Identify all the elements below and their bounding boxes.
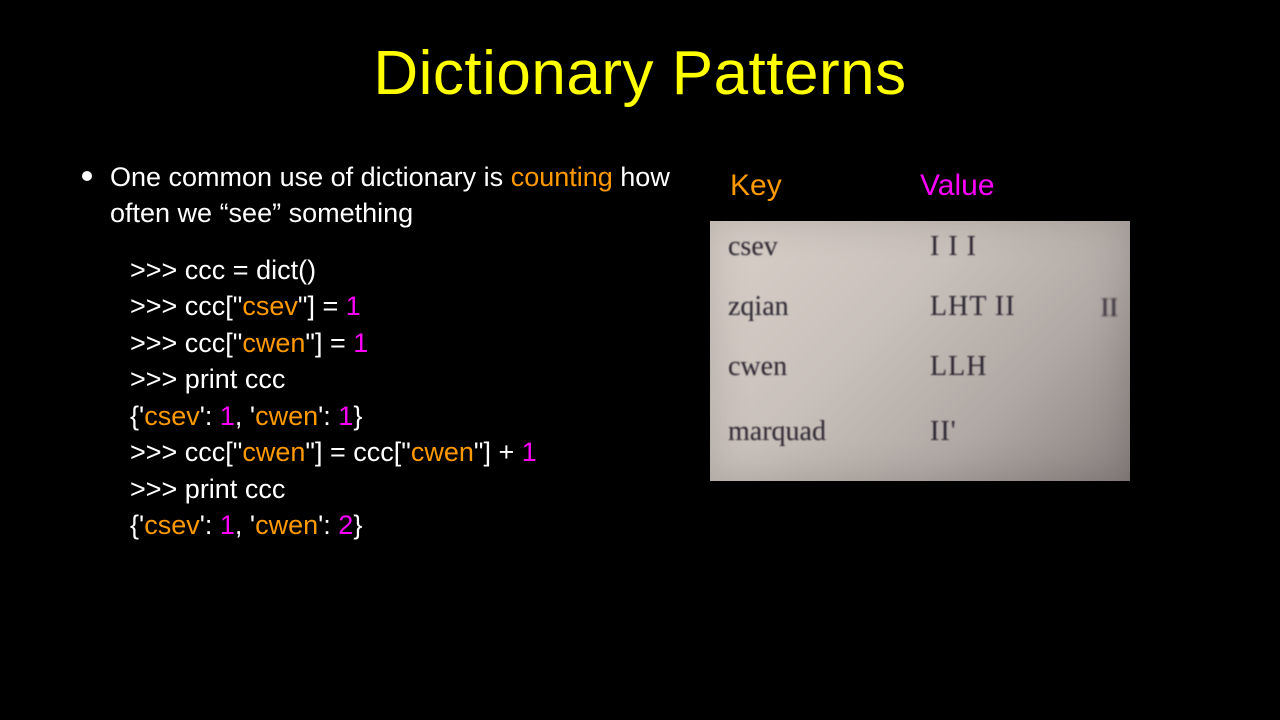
code-seg: ': (200, 401, 220, 431)
code-line-6: >>> ccc["cwen"] = ccc["cwen"] + 1 (130, 434, 680, 470)
value-label: Value (920, 169, 995, 203)
code-line-5: {'csev': 1, 'cwen': 1} (130, 398, 680, 434)
code-seg: ': (200, 510, 220, 540)
code-seg: "] = (298, 291, 346, 321)
paper-value: II' (930, 416, 957, 448)
code-key: csev (242, 291, 298, 321)
code-seg: >>> ccc[" (130, 328, 242, 358)
paper-row: cwenLLH (710, 351, 1130, 383)
code-key: csev (144, 510, 200, 540)
code-seg: "] = ccc[" (305, 437, 410, 467)
paper-extra: II (1101, 293, 1118, 323)
paper-key: csev (710, 231, 930, 263)
left-column: One common use of dictionary is counting… (60, 159, 680, 543)
code-seg: , ' (235, 401, 255, 431)
paper-row: zqianLHT II (710, 291, 1130, 323)
code-seg: ': (318, 510, 338, 540)
paper-value: LLH (930, 351, 987, 383)
code-val: 1 (338, 401, 353, 431)
code-val: 1 (220, 510, 235, 540)
code-val: 1 (220, 401, 235, 431)
code-key: cwen (242, 437, 305, 467)
right-column: Key Value csevI I IzqianLHT IIIIcwenLLHm… (680, 159, 1220, 543)
code-seg: } (353, 401, 362, 431)
handwritten-paper: csevI I IzqianLHT IIIIcwenLLHmarquadII' (710, 221, 1130, 481)
code-key: cwen (411, 437, 474, 467)
paper-key: zqian (710, 291, 930, 323)
code-line-3: >>> ccc["cwen"] = 1 (130, 325, 680, 361)
code-seg: } (353, 510, 362, 540)
code-key: cwen (255, 510, 318, 540)
code-val: 2 (338, 510, 353, 540)
paper-value: LHT II (930, 291, 1016, 323)
kv-header: Key Value (710, 169, 1220, 221)
code-seg: "] + (474, 437, 522, 467)
bullet-dot-icon (82, 171, 92, 181)
bullet-highlight: counting (511, 162, 613, 192)
code-seg: "] = (305, 328, 353, 358)
code-key: cwen (242, 328, 305, 358)
code-line-8: {'csev': 1, 'cwen': 2} (130, 507, 680, 543)
code-seg: {' (130, 510, 144, 540)
code-seg: >>> ccc[" (130, 291, 242, 321)
bullet-pre: One common use of dictionary is (110, 162, 511, 192)
code-key: csev (144, 401, 200, 431)
paper-row: csevI I I (710, 231, 1130, 263)
paper-key: cwen (710, 351, 930, 383)
slide-title: Dictionary Patterns (0, 0, 1280, 109)
paper-row: marquadII' (710, 416, 1130, 448)
code-val: 1 (353, 328, 368, 358)
paper-key: marquad (710, 416, 930, 448)
key-label: Key (730, 169, 920, 203)
code-seg: >>> ccc[" (130, 437, 242, 467)
code-line-1: >>> ccc = dict() (130, 252, 680, 288)
paper-value: I I I (930, 231, 977, 263)
code-line-4: >>> print ccc (130, 361, 680, 397)
content-area: One common use of dictionary is counting… (0, 109, 1280, 543)
code-block: >>> ccc = dict() >>> ccc["csev"] = 1 >>>… (60, 232, 680, 544)
code-line-2: >>> ccc["csev"] = 1 (130, 288, 680, 324)
code-val: 1 (522, 437, 537, 467)
code-line-7: >>> print ccc (130, 471, 680, 507)
code-key: cwen (255, 401, 318, 431)
code-val: 1 (346, 291, 361, 321)
code-seg: {' (130, 401, 144, 431)
code-seg: , ' (235, 510, 255, 540)
code-seg: ': (318, 401, 338, 431)
bullet-item: One common use of dictionary is counting… (60, 159, 680, 232)
bullet-text: One common use of dictionary is counting… (110, 159, 680, 232)
